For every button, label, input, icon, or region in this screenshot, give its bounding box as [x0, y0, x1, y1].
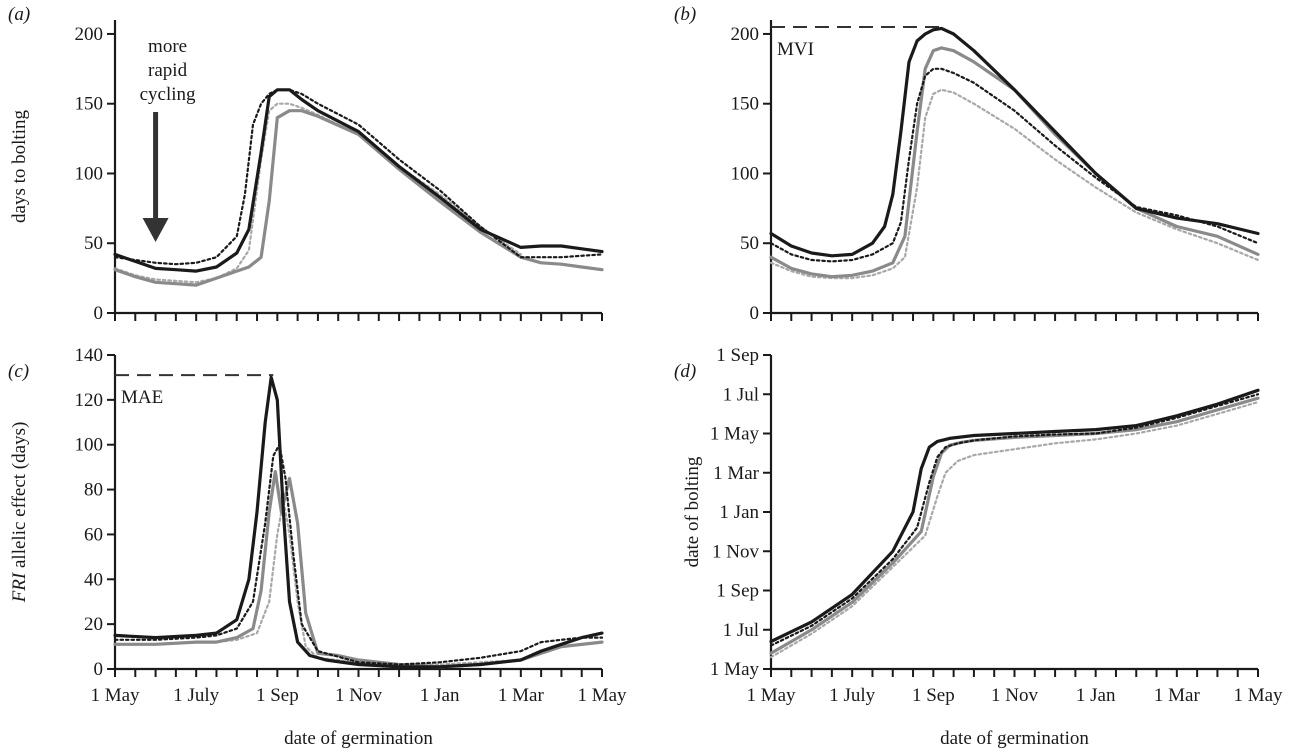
y-tick-label: 1 Jul	[723, 620, 759, 641]
series-line-dotted-gray	[769, 88, 1260, 280]
x-tick-label: 1 May	[90, 685, 140, 706]
series-line-dotted-dark	[113, 88, 604, 266]
annotation-arrow-head	[142, 218, 169, 242]
y-tick-label: 150	[75, 94, 104, 115]
series-line-dotted-dark	[769, 393, 1260, 647]
y-tick-label: 60	[84, 524, 103, 545]
y-tick-label: 1 May	[710, 659, 760, 680]
panel-c: (c) 0 20 40 60 80 100 120 140 1 May 1 July 1 Sep 1 N…	[8, 345, 627, 749]
y-tick-label: 50	[84, 233, 103, 254]
x-tick-label: 1 Jan	[1076, 685, 1116, 706]
y-tick-label: 150	[731, 94, 760, 115]
series-line-solid-dark	[113, 375, 604, 669]
series-line-solid-dark	[769, 388, 1260, 644]
x-tick-label: 1 May	[746, 685, 796, 706]
y-axis-title-text: allelic effect (days)	[9, 422, 30, 573]
x-tick-label: 1 Nov	[991, 685, 1038, 706]
y-tick-label: 100	[75, 163, 104, 184]
y-tick-label: 20	[84, 614, 103, 635]
x-tick-label: 1 July	[173, 685, 219, 706]
x-axis-title: date of germination	[940, 728, 1089, 749]
y-tick-label: 40	[84, 569, 103, 590]
panel-d: (d) 1 May 1 Jul 1 Sep 1 Nov 1 Jan 1 Mar 1 May 1 …	[674, 345, 1283, 749]
series-line-solid-gray	[113, 109, 604, 287]
x-axis-title: date of germination	[284, 728, 433, 749]
y-tick-label: 1 Nov	[712, 541, 759, 562]
x-tick-label: 1 May	[1233, 685, 1283, 706]
y-tick-label: 1 Sep	[716, 345, 759, 366]
y-axis-title: date of bolting	[682, 456, 703, 567]
y-tick-label: 140	[75, 345, 104, 366]
panel-label: (b)	[674, 4, 696, 25]
panel-label: (a)	[8, 4, 30, 25]
x-tick-label: 1 Mar	[1154, 685, 1201, 706]
series-line-dotted-gray	[113, 102, 522, 284]
series-line-dotted-gray	[769, 401, 1260, 659]
annotation-text: cycling	[140, 84, 196, 105]
series-line-dotted-dark	[113, 443, 604, 666]
panel-b: (b) 0 50 100 150 200 MVI	[674, 4, 1260, 324]
series-line-solid-dark	[769, 26, 1260, 258]
y-tick-label: 80	[84, 480, 103, 501]
y-axis-title-text: days to bolting	[9, 110, 30, 223]
x-tick-label: 1 Sep	[912, 685, 955, 706]
panel-a: (a) 0 50 100 150 200 days to bolting more rapid c…	[8, 4, 604, 324]
reference-line-label: MAE	[121, 387, 163, 408]
y-tick-label: 0	[750, 303, 760, 324]
series-line-dotted-gray	[113, 499, 604, 666]
panel-label: (c)	[8, 361, 29, 382]
x-tick-label: 1 Nov	[335, 685, 382, 706]
series-line-solid-gray	[769, 46, 1260, 279]
y-tick-label: 0	[94, 303, 104, 324]
x-tick-label: 1 Sep	[256, 685, 299, 706]
y-tick-label: 200	[731, 24, 760, 45]
y-axis-title: FRI allelic effect (days)	[9, 422, 30, 604]
y-axis-title: days to bolting	[9, 110, 30, 223]
y-tick-label: 1 Jul	[723, 384, 759, 405]
x-tick-label: 1 Jan	[420, 685, 460, 706]
y-tick-label: 100	[75, 435, 104, 456]
annotation-text: rapid	[148, 60, 188, 81]
y-tick-label: 1 May	[710, 424, 760, 445]
y-axis-title-text: date of bolting	[682, 456, 703, 567]
y-tick-label: 0	[94, 659, 104, 680]
y-tick-label: 200	[75, 24, 104, 45]
reference-line-label: MVI	[777, 39, 814, 60]
y-tick-label: 100	[731, 163, 760, 184]
y-tick-label: 120	[75, 390, 104, 411]
y-tick-label: 1 Sep	[716, 581, 759, 602]
x-tick-label: 1 July	[829, 685, 875, 706]
y-tick-label: 1 Mar	[713, 463, 760, 484]
x-tick-label: 1 May	[577, 685, 627, 706]
x-tick-label: 1 Mar	[498, 685, 545, 706]
y-tick-label: 1 Jan	[719, 502, 759, 523]
annotation-text: more	[148, 36, 187, 57]
panel-label: (d)	[674, 361, 696, 382]
series-line-solid-dark	[113, 88, 604, 273]
y-axis-title-italic: FRI	[9, 571, 30, 603]
y-tick-label: 50	[740, 233, 759, 254]
